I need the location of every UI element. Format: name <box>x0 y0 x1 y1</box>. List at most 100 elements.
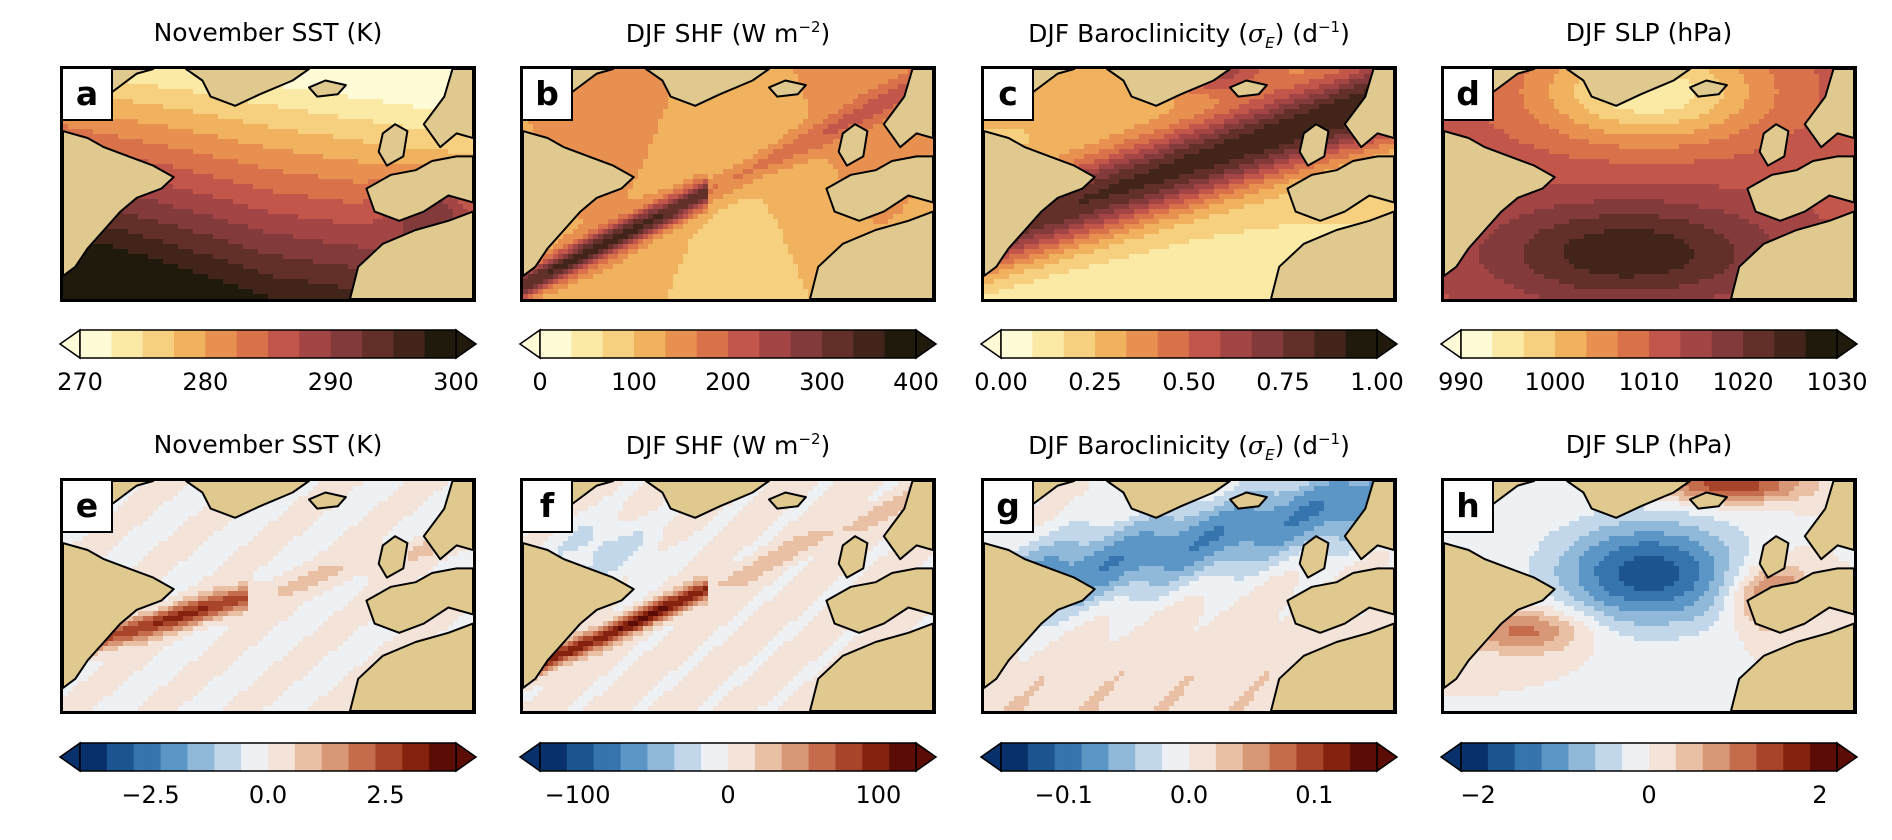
field-cell <box>838 84 844 90</box>
field-cell <box>328 174 334 180</box>
field-cell <box>198 139 204 145</box>
field-cell <box>863 99 869 105</box>
field-cell <box>348 214 354 220</box>
field-cell <box>268 129 274 135</box>
field-cell <box>293 119 299 125</box>
field-cell <box>203 214 209 220</box>
field-cell <box>313 254 319 260</box>
field-cell <box>613 119 619 125</box>
field-cell <box>318 179 324 185</box>
field-cell <box>293 124 299 130</box>
field-cell <box>608 114 614 120</box>
field-cell <box>178 94 184 100</box>
field-cell <box>293 154 299 160</box>
field-cell <box>323 239 329 245</box>
field-cell <box>423 74 429 80</box>
colorbar-segment <box>174 330 191 358</box>
field-cell <box>68 119 74 125</box>
field-cell <box>138 289 144 295</box>
field-cell <box>288 119 294 125</box>
field-cell <box>733 129 739 135</box>
field-cell <box>898 84 904 90</box>
field-cell <box>228 259 234 265</box>
field-cell <box>308 234 314 240</box>
field-cell <box>833 114 839 120</box>
field-cell <box>693 124 699 130</box>
field-cell <box>338 119 344 125</box>
field-cell <box>773 94 779 100</box>
field-cell <box>273 149 279 155</box>
field-cell <box>183 279 189 285</box>
field-cell <box>128 219 134 225</box>
field-cell <box>188 159 194 165</box>
field-cell <box>183 239 189 245</box>
field-cell <box>378 84 384 90</box>
field-cell <box>343 219 349 225</box>
field-cell <box>273 94 279 100</box>
field-cell <box>198 254 204 260</box>
field-cell <box>363 174 369 180</box>
field-cell <box>298 284 304 290</box>
field-cell <box>413 164 419 170</box>
field-cell <box>178 84 184 90</box>
field-cell <box>203 179 209 185</box>
field-cell <box>288 289 294 295</box>
field-cell <box>183 224 189 230</box>
field-cell <box>278 134 284 140</box>
field-cell <box>703 114 709 120</box>
field-cell <box>238 264 244 270</box>
field-cell <box>758 94 764 100</box>
field-cell <box>368 169 374 175</box>
field-cell <box>138 294 144 299</box>
field-cell <box>743 104 749 110</box>
field-cell <box>453 214 459 220</box>
field-cell <box>183 189 189 195</box>
field-cell <box>813 89 819 95</box>
field-cell <box>733 109 739 115</box>
field-cell <box>88 249 94 255</box>
field-cell <box>98 234 104 240</box>
field-cell <box>148 199 154 205</box>
field-cell <box>698 134 704 140</box>
field-cell <box>778 114 784 120</box>
field-cell <box>183 159 189 165</box>
field-cell <box>273 294 279 299</box>
field-cell <box>243 154 249 160</box>
field-cell <box>333 174 339 180</box>
field-cell <box>418 109 424 115</box>
field-cell <box>243 119 249 125</box>
field-cell <box>298 279 304 285</box>
field-cell <box>413 154 419 160</box>
field-cell <box>138 234 144 240</box>
field-cell <box>443 209 449 215</box>
field-cell <box>283 264 289 270</box>
field-cell <box>193 174 199 180</box>
field-cell <box>163 244 169 250</box>
field-cell <box>588 129 594 135</box>
field-cell <box>138 269 144 275</box>
field-cell <box>158 134 164 140</box>
field-cell <box>408 129 414 135</box>
field-cell <box>603 94 609 100</box>
field-cell <box>108 239 114 245</box>
field-cell <box>283 94 289 100</box>
field-cell <box>668 119 674 125</box>
field-cell <box>813 94 819 100</box>
field-cell <box>258 214 264 220</box>
field-cell <box>338 154 344 160</box>
field-cell <box>318 264 324 270</box>
field-cell <box>198 209 204 215</box>
field-cell <box>743 129 749 135</box>
field-cell <box>343 144 349 150</box>
colorbar-frame <box>79 329 457 359</box>
field-cell <box>173 244 179 250</box>
field-cell <box>823 109 829 115</box>
field-cell <box>143 104 149 110</box>
field-cell <box>663 114 669 120</box>
field-cell <box>333 154 339 160</box>
field-cell <box>703 104 709 110</box>
field-cell <box>253 274 259 280</box>
field-cell <box>328 249 334 255</box>
field-cell <box>378 134 384 140</box>
field-cell <box>313 279 319 285</box>
